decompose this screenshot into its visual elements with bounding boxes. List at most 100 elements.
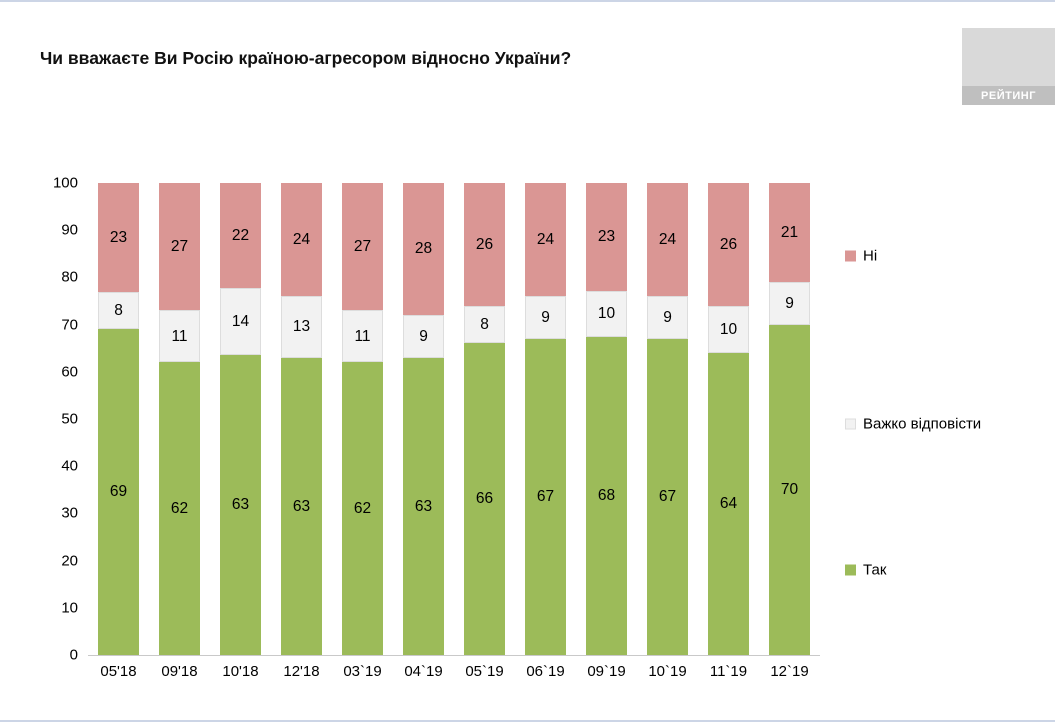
rating-logo-text: РЕЙТИНГ xyxy=(962,86,1055,105)
segment-value-label: 63 xyxy=(292,497,311,515)
stacked-bar: 67 9 24 xyxy=(647,183,688,655)
segment-value-label: 27 xyxy=(170,238,189,255)
stacked-bar: 62 11 27 xyxy=(342,183,383,655)
x-axis-category-label: 09`19 xyxy=(587,663,626,680)
legend: Ні Важко відповісти Так xyxy=(845,183,1050,655)
bar-segment-Ні: 22 xyxy=(220,183,261,288)
bar-segment-Так: 67 xyxy=(647,338,688,655)
x-axis: 05'18 09'18 10'18 12'18 03`19 04`19 05`19 06`19… xyxy=(88,663,820,680)
segment-value-label: 8 xyxy=(114,301,123,319)
y-axis-tick-label: 70 xyxy=(61,316,78,334)
x-axis-category-label: 12`19 xyxy=(770,663,809,680)
segment-value-label: 21 xyxy=(780,223,799,241)
x-axis-category-label: 09'18 xyxy=(161,663,198,680)
bar-segment-Ні: 24 xyxy=(281,183,322,297)
bar-segment-Так: 63 xyxy=(403,357,444,655)
bar-segment-Ні: 26 xyxy=(464,183,505,306)
legend-swatch xyxy=(845,250,856,262)
bar-segment-Важко відповісти: 8 xyxy=(98,291,139,330)
segment-value-label: 67 xyxy=(536,488,555,506)
segment-value-label: 62 xyxy=(170,499,189,517)
y-axis-tick-label: 60 xyxy=(61,363,78,381)
bar-segment-Важко відповісти: 9 xyxy=(769,282,810,325)
stacked-bar: 70 9 21 xyxy=(769,183,810,655)
segment-value-label: 24 xyxy=(292,230,311,248)
stacked-bar: 67 9 24 xyxy=(525,183,566,655)
bar-segment-Так: 69 xyxy=(98,329,139,655)
bar-segment-Ні: 28 xyxy=(403,183,444,316)
segment-value-label: 11 xyxy=(171,327,188,345)
stacked-bar: 62 11 27 xyxy=(159,183,200,655)
stacked-bar: 63 9 28 xyxy=(403,183,444,655)
y-axis-tick-label: 0 xyxy=(69,646,78,664)
bar-segment-Важко відповісти: 9 xyxy=(403,315,444,358)
y-axis-tick-label: 50 xyxy=(61,410,78,428)
y-axis-tick-label: 100 xyxy=(52,174,78,192)
segment-value-label: 10 xyxy=(719,320,738,338)
segment-value-label: 26 xyxy=(475,235,494,253)
stacked-bar: 63 13 24 xyxy=(281,183,322,655)
x-axis-category-label: 10'18 xyxy=(222,663,259,680)
y-axis-tick-label: 30 xyxy=(61,504,78,522)
segment-value-label: 63 xyxy=(414,497,433,515)
bar-segment-Ні: 26 xyxy=(708,183,749,306)
segment-value-label: 70 xyxy=(780,481,799,499)
segment-value-label: 23 xyxy=(109,228,128,246)
segment-value-label: 22 xyxy=(231,226,250,244)
segment-value-label: 9 xyxy=(541,308,550,326)
bar-segment-Ні: 24 xyxy=(525,183,566,297)
stacked-bar: 68 10 23 xyxy=(586,183,627,655)
legend-swatch xyxy=(845,418,856,430)
segment-value-label: 10 xyxy=(597,305,616,323)
segment-value-label: 9 xyxy=(663,308,672,326)
segment-value-label: 26 xyxy=(719,235,738,253)
y-axis-tick-label: 90 xyxy=(61,221,78,239)
bar-segment-Важко відповісти: 11 xyxy=(342,310,383,363)
y-axis-tick-label: 20 xyxy=(61,552,78,570)
bar-segment-Ні: 23 xyxy=(586,183,627,291)
y-axis: 100 90 80 70 60 50 40 30 20 10 0 xyxy=(30,175,78,664)
bar-segment-Так: 70 xyxy=(769,324,810,655)
x-axis-category-label: 06`19 xyxy=(526,663,565,680)
y-axis-tick-label: 80 xyxy=(61,268,78,286)
bar-segment-Важко відповісти: 14 xyxy=(220,287,261,355)
top-border-line xyxy=(0,0,1055,2)
x-axis-category-label: 05'18 xyxy=(100,663,137,680)
segment-value-label: 27 xyxy=(353,238,372,255)
segment-value-label: 66 xyxy=(475,490,494,508)
stacked-bar: 64 10 26 xyxy=(708,183,749,655)
segment-value-label: 67 xyxy=(658,488,677,506)
legend-item: Ні xyxy=(845,248,877,265)
bar-segment-Важко відповісти: 9 xyxy=(647,296,688,339)
bar-segment-Так: 67 xyxy=(525,338,566,655)
segment-value-label: 24 xyxy=(658,230,677,248)
segment-value-label: 9 xyxy=(419,327,428,345)
bar-segment-Важко відповісти: 10 xyxy=(586,290,627,338)
bar-segment-Ні: 21 xyxy=(769,183,810,283)
bar-segment-Ні: 24 xyxy=(647,183,688,297)
bar-segment-Так: 64 xyxy=(708,352,749,655)
bar-segment-Так: 62 xyxy=(342,362,383,655)
rating-logo: РЕЙТИНГ xyxy=(962,28,1055,105)
x-axis-category-label: 12'18 xyxy=(283,663,320,680)
segment-value-label: 13 xyxy=(292,318,311,336)
legend-item: Так xyxy=(845,562,886,579)
bar-segment-Ні: 27 xyxy=(342,183,383,311)
bar-segment-Так: 62 xyxy=(159,362,200,655)
segment-value-label: 14 xyxy=(231,312,250,330)
bar-segment-Важко відповісти: 9 xyxy=(525,296,566,339)
bottom-border-line xyxy=(0,720,1055,722)
x-axis-category-label: 03`19 xyxy=(343,663,382,680)
segment-value-label: 69 xyxy=(109,483,128,501)
y-axis-tick-label: 40 xyxy=(61,457,78,475)
chart-title: Чи вважаєте Ви Росію країною-агресором в… xyxy=(40,48,572,68)
bar-segment-Так: 63 xyxy=(281,357,322,655)
legend-swatch xyxy=(845,564,856,576)
bar-segment-Ні: 23 xyxy=(98,183,139,292)
segment-value-label: 23 xyxy=(597,228,616,245)
segment-value-label: 62 xyxy=(353,499,372,517)
x-axis-category-label: 05`19 xyxy=(465,663,504,680)
stacked-bar: 66 8 26 xyxy=(464,183,505,655)
segment-value-label: 24 xyxy=(536,230,555,248)
bar-segment-Важко відповісти: 8 xyxy=(464,305,505,344)
